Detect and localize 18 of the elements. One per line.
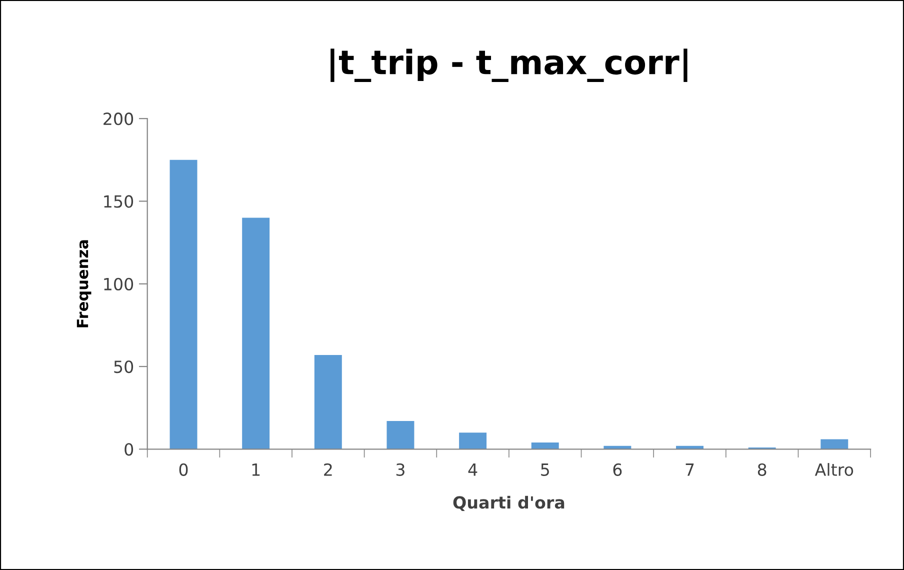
x-tick-label: 5 [541,464,549,476]
x-tick-label: 4 [468,464,478,476]
x-tick-label: 2 [324,463,332,476]
y-tick-label: 150 [104,195,134,208]
x-tick-label: 7 [686,464,694,476]
y-tick-label: 50 [114,360,134,374]
x-tick-label: 8 [758,463,766,476]
x-tick-label: Altro [814,463,854,476]
y-tick-label: 200 [104,112,134,126]
chart-title: |t_trip - t_max_corr| [330,48,688,82]
x-tick-label: 1 [252,464,260,476]
x-axis-title: Quarti d'ora [453,496,564,511]
x-tick-label: 6 [613,463,622,476]
x-tick-label: 0 [179,463,188,476]
x-tick-label: 3 [396,463,404,476]
y-axis-title: Frequenza [76,240,92,328]
y-tick-label: 100 [104,278,134,290]
y-tick-label: 0 [124,443,134,456]
